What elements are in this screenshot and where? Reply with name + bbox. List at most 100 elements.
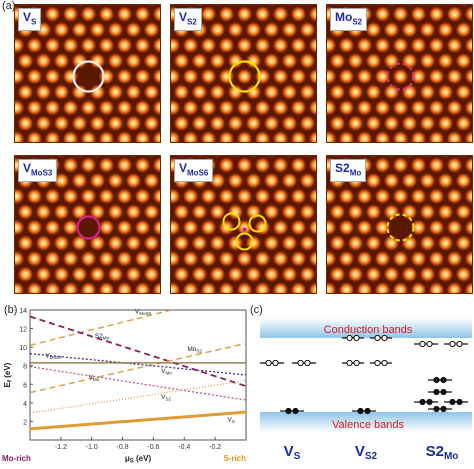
lattice-atom	[338, 219, 355, 236]
lattice-atom	[15, 219, 25, 236]
lattice-atom	[218, 281, 235, 293]
lattice-atom	[437, 203, 454, 221]
lattice-atom	[80, 250, 97, 268]
lattice-atom	[365, 21, 382, 39]
lattice-atom	[401, 114, 418, 132]
lattice-atom	[392, 281, 409, 293]
series-line-s2-mo	[30, 315, 246, 387]
lattice-atom	[272, 68, 289, 85]
lattice-atom	[458, 5, 469, 7]
y-tick-label: 6	[23, 382, 27, 389]
lattice-atom	[107, 83, 124, 101]
lattice-atom	[26, 187, 43, 205]
lattice-atom	[152, 36, 160, 54]
lattice-atom	[98, 250, 115, 268]
lattice-atom	[107, 114, 124, 132]
lattice-atom	[374, 187, 391, 205]
lattice-atom	[428, 281, 445, 293]
lattice-atom	[290, 5, 307, 23]
s-rich-label: S-rich	[223, 454, 246, 463]
defect-column-label: VS	[284, 443, 301, 462]
lattice-atom	[356, 281, 373, 293]
lattice-atom	[125, 114, 142, 132]
lattice-atom	[464, 99, 472, 117]
lattice-atom	[116, 219, 133, 236]
lattice-atom	[35, 83, 52, 101]
lattice-atom	[98, 36, 115, 54]
lattice-atom	[455, 52, 472, 70]
lattice-atom	[383, 172, 400, 190]
lattice-atom	[329, 234, 346, 252]
lattice-atom	[263, 265, 280, 283]
lattice-atom	[290, 187, 307, 205]
lattice-atom	[236, 187, 253, 205]
lattice-atom	[146, 5, 157, 7]
lattice-atom	[374, 99, 391, 117]
lattice-atom	[116, 281, 133, 293]
lattice-atom	[374, 250, 391, 268]
stm-image-mos2: MoS2	[326, 4, 473, 143]
lattice-atom	[56, 156, 67, 158]
defect-marker-dashed-circle	[386, 213, 415, 242]
lattice-atom	[116, 99, 133, 117]
lattice-atom	[410, 156, 427, 174]
x-axis-label: μS (eV)	[125, 454, 152, 465]
lattice-atom	[392, 68, 409, 85]
lattice-atom	[17, 265, 34, 283]
lattice-atom	[15, 207, 16, 216]
lattice-atom	[419, 265, 436, 283]
lattice-atom	[327, 119, 328, 128]
lattice-atom	[152, 156, 160, 174]
lattice-atom	[15, 68, 25, 85]
lattice-atom	[20, 156, 31, 158]
lattice-atom	[272, 99, 289, 117]
lattice-atom	[383, 265, 400, 283]
lattice-atom	[182, 250, 199, 268]
defect-marker-circle	[76, 215, 101, 240]
lattice-atom	[74, 5, 85, 7]
lattice-atom	[374, 156, 391, 174]
lattice-atom	[410, 281, 427, 293]
lattice-atom	[290, 156, 307, 174]
lattice-atom	[171, 36, 181, 54]
lattice-atom	[98, 130, 115, 142]
x-tick-label: -1.2	[55, 444, 67, 451]
lattice-atom	[392, 5, 409, 23]
lattice-atom	[98, 156, 115, 174]
lattice-atom	[410, 68, 427, 85]
lattice-atom	[383, 114, 400, 132]
lattice-atom	[308, 281, 316, 293]
lattice-atom	[35, 234, 52, 252]
lattice-atom	[191, 265, 208, 283]
lattice-atom	[80, 36, 97, 54]
lattice-atom	[17, 203, 34, 221]
conduction-band	[260, 318, 472, 338]
lattice-atom	[437, 21, 454, 39]
lattice-atom	[62, 187, 79, 205]
y-tick-label: 4	[23, 401, 27, 408]
lattice-atom	[15, 250, 25, 268]
lattice-atom	[327, 36, 337, 54]
lattice-atom	[236, 281, 253, 293]
lattice-atom	[281, 114, 298, 132]
lattice-atom	[182, 281, 199, 293]
lattice-atom	[71, 234, 88, 252]
lattice-atom	[245, 203, 262, 221]
lattice-atom	[263, 172, 280, 190]
x-tick-label: -0.4	[178, 444, 190, 451]
lattice-atom	[437, 265, 454, 283]
lattice-atom	[53, 52, 70, 70]
lattice-atom	[26, 36, 43, 54]
lattice-atom	[218, 99, 235, 117]
lattice-atom	[218, 36, 235, 54]
defect-column-label: S2Mo	[426, 443, 459, 462]
lattice-atom	[171, 250, 181, 268]
lattice-atom	[173, 52, 190, 70]
lattice-atom	[392, 99, 409, 117]
lattice-atom	[455, 203, 472, 221]
lattice-atom	[171, 219, 181, 236]
lattice-atom	[410, 250, 427, 268]
empty-state-electron	[304, 359, 311, 367]
lattice-atom	[347, 234, 364, 252]
lattice-atom	[35, 203, 52, 221]
